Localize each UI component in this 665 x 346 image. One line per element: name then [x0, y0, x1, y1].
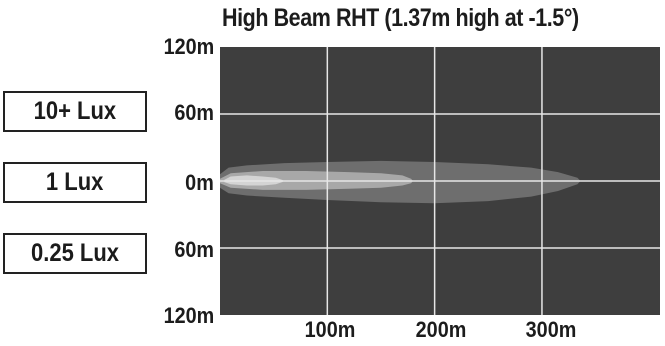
x-tick-200: 200m: [415, 317, 467, 342]
legend-025-lux: 0.25 Lux: [3, 233, 147, 274]
y-tick-60-top: 60m: [174, 100, 214, 125]
legend-label-10-lux: 10+ Lux: [33, 97, 117, 125]
legend-label-025-lux: 0.25 Lux: [30, 239, 120, 267]
x-tick-300: 300m: [525, 317, 577, 342]
y-tick-120-bottom: 120m: [163, 303, 214, 328]
x-tick-100: 100m: [304, 317, 356, 342]
grid-lines: [220, 47, 660, 315]
legend-1-lux: 1 Lux: [3, 162, 147, 203]
y-tick-120-top: 120m: [163, 34, 214, 59]
plot-area: [220, 47, 660, 315]
legend-label-1-lux: 1 Lux: [46, 168, 104, 196]
y-tick-60-bottom: 60m: [174, 237, 214, 262]
chart-title: High Beam RHT (1.37m high at -1.5°): [222, 4, 579, 32]
legend-10-lux: 10+ Lux: [3, 91, 147, 132]
y-tick-0: 0m: [185, 170, 214, 195]
beam-pattern: [220, 160, 581, 204]
